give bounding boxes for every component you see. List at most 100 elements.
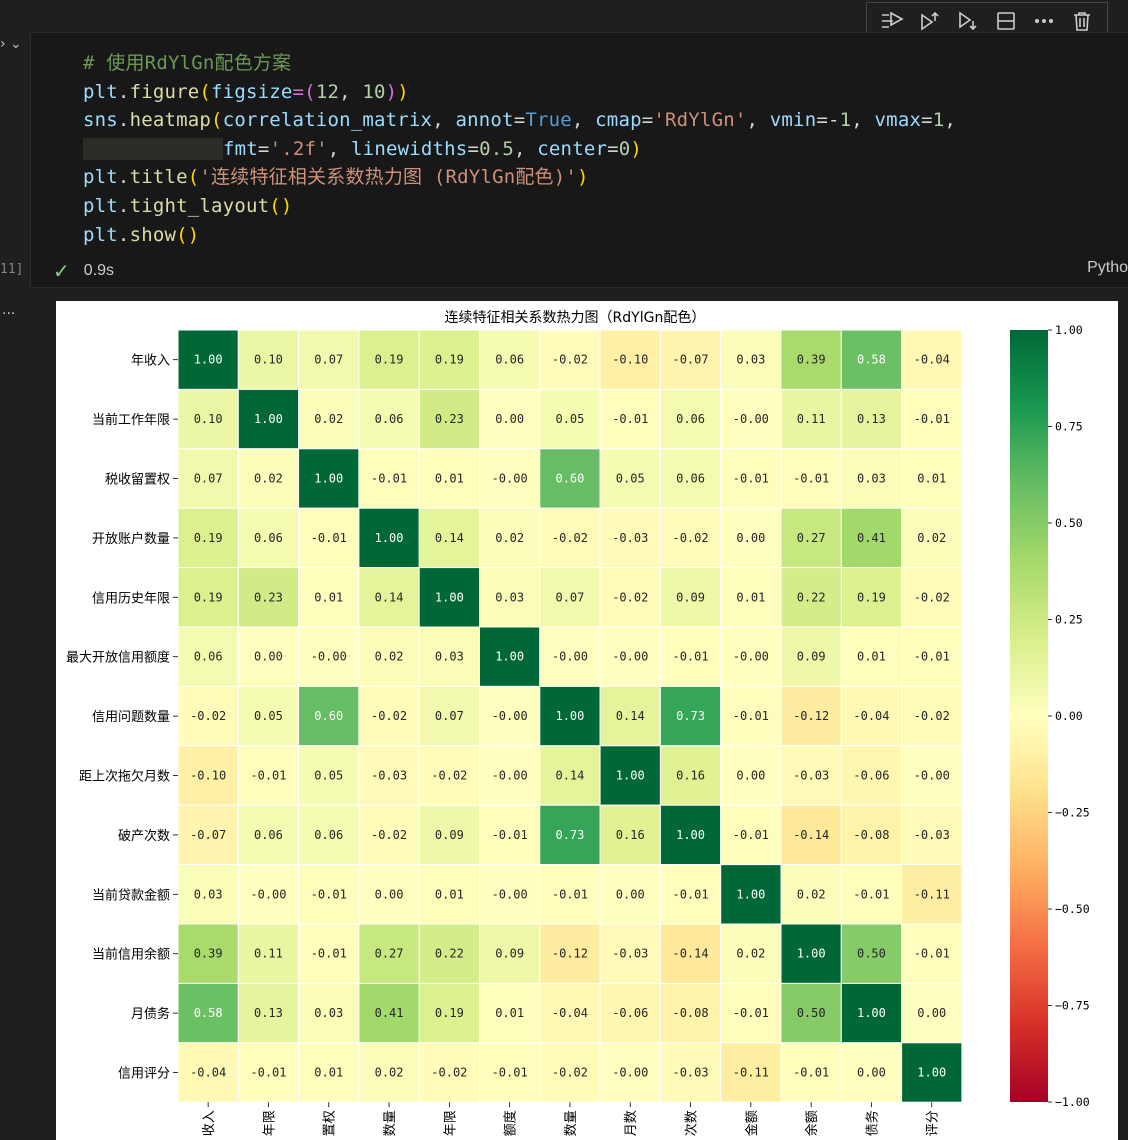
heatmap-cell [720, 388, 782, 450]
cell-annotation: 1.00 [375, 531, 404, 545]
token: = [257, 137, 270, 160]
cell-annotation: 0.03 [314, 1006, 343, 1020]
heatmap-cell [840, 329, 903, 390]
cell-annotation: -0.03 [371, 769, 407, 783]
heatmap-cell [840, 448, 903, 509]
heatmap-cell [479, 1042, 541, 1103]
cell-annotation: 0.05 [314, 769, 343, 783]
token: figsize [211, 80, 293, 103]
code-line: sns.heatmap(correlation_matrix, annot=Tr… [83, 106, 956, 135]
token: show [129, 223, 177, 246]
x-tick-label: 收入 [202, 1110, 217, 1136]
heatmap-cell [358, 864, 420, 925]
heatmap-cell [780, 1042, 842, 1103]
token: , [339, 80, 363, 103]
heatmap-cell [599, 923, 661, 984]
split-cell-icon[interactable] [992, 7, 1020, 35]
cell-annotation: -0.01 [733, 828, 769, 842]
token: , [944, 109, 957, 132]
token: . [117, 194, 130, 217]
execute-below-icon[interactable] [954, 7, 982, 35]
heatmap-cell [720, 567, 782, 628]
cell-annotation: 0.03 [194, 887, 223, 901]
heatmap-cell [298, 388, 360, 450]
cell-annotation: 1.00 [797, 947, 826, 961]
cell-annotation: 1.00 [314, 472, 343, 486]
run-by-line-icon[interactable] [878, 7, 906, 35]
cell-annotation: 0.10 [194, 412, 223, 426]
cell-annotation: -0.01 [733, 1006, 769, 1020]
heatmap-cell [840, 388, 903, 450]
cell-annotation: -0.07 [672, 353, 708, 367]
heatmap-cell [358, 388, 420, 450]
cell-annotation: -0.12 [552, 947, 588, 961]
token: vmax [874, 109, 922, 132]
token: , [514, 137, 538, 160]
token: = [641, 109, 654, 132]
output-menu-icon[interactable]: ... [2, 302, 16, 318]
code-cell[interactable]: # 使用RdYlGn配色方案 plt.figure(figsize=(12, 1… [30, 32, 1128, 288]
token: '.2f' [269, 137, 328, 160]
heatmap-cell [780, 626, 842, 687]
heatmap-cell [418, 329, 481, 390]
cell-annotation: -0.00 [914, 769, 950, 783]
y-tick-label: 当前工作年限 [92, 412, 170, 428]
cell-annotation: 0.11 [797, 412, 826, 426]
x-tick-label: 金额 [744, 1110, 760, 1136]
heatmap-cell [539, 567, 601, 628]
token: , [432, 109, 456, 132]
delete-icon[interactable] [1068, 7, 1096, 35]
cell-annotation: 0.03 [435, 650, 464, 664]
heatmap-cell [237, 923, 300, 984]
token: linewidths [351, 137, 468, 160]
x-tick-label: 评分 [926, 1110, 941, 1136]
token: 12 [315, 80, 340, 103]
heatmap-cell [418, 982, 481, 1044]
cell-annotation: 0.00 [495, 412, 524, 426]
token: center [537, 137, 608, 160]
token: ) [397, 80, 409, 103]
cell-annotation: -0.00 [492, 472, 528, 486]
heatmap-cell [298, 745, 360, 806]
code-editor[interactable]: # 使用RdYlGn配色方案 plt.figure(figsize=(12, 1… [83, 49, 956, 249]
heatmap-cell [659, 626, 722, 687]
collapse-chevron-icon[interactable]: › ⌄ [0, 36, 22, 52]
cell-annotation: 0.00 [736, 531, 765, 545]
cell-annotation: 0.19 [857, 590, 886, 604]
token: annot [455, 109, 514, 132]
heatmap-cell [720, 864, 782, 925]
cell-annotation: -0.02 [190, 709, 226, 723]
heatmap-cell [539, 804, 601, 866]
heatmap-figure: 连续特征相关系数热力图（RdYlGn配色） 1.00 0.10 0.07 0.19 0.1… [66, 309, 1090, 1136]
x-tick-label: 月数 [624, 1110, 639, 1136]
code-line: plt.tight_layout() [83, 192, 956, 221]
cell-annotation: 0.02 [797, 887, 826, 901]
cell-annotation: 0.01 [917, 472, 946, 486]
heatmap-cell [720, 685, 782, 747]
token: . [117, 80, 130, 103]
heatmap-cell [901, 507, 963, 569]
heatmap-cell [358, 804, 420, 866]
execute-above-icon[interactable] [916, 7, 944, 35]
kernel-language[interactable]: Pytho [1087, 259, 1128, 276]
cell-annotation: -0.03 [793, 769, 829, 783]
cell-annotation: 1.00 [555, 709, 584, 723]
cell-annotation: -0.14 [793, 828, 829, 842]
cell-output: 连续特征相关系数热力图（RdYlGn配色） 1.00 0.10 0.07 0.19 0.1… [56, 301, 1118, 1140]
token: 0 [618, 137, 631, 160]
colorbar-tick-label: 0.75 [1055, 420, 1083, 434]
token: () [269, 194, 293, 217]
cell-annotation: -0.06 [612, 1006, 648, 1020]
heatmap-cell [659, 329, 722, 390]
token: fmt [223, 137, 258, 160]
more-icon[interactable] [1030, 7, 1058, 35]
cell-annotation: 0.00 [254, 650, 283, 664]
heatmap-cell [780, 329, 842, 390]
x-tick-label: 置权 [322, 1110, 338, 1136]
cell-annotation: -0.01 [793, 1066, 829, 1080]
cell-annotation: 0.06 [676, 472, 705, 486]
heatmap-cell [237, 804, 300, 866]
x-tick-label: 年限 [443, 1110, 458, 1136]
heatmap-cell [237, 567, 300, 628]
cell-annotation: -0.03 [612, 531, 648, 545]
